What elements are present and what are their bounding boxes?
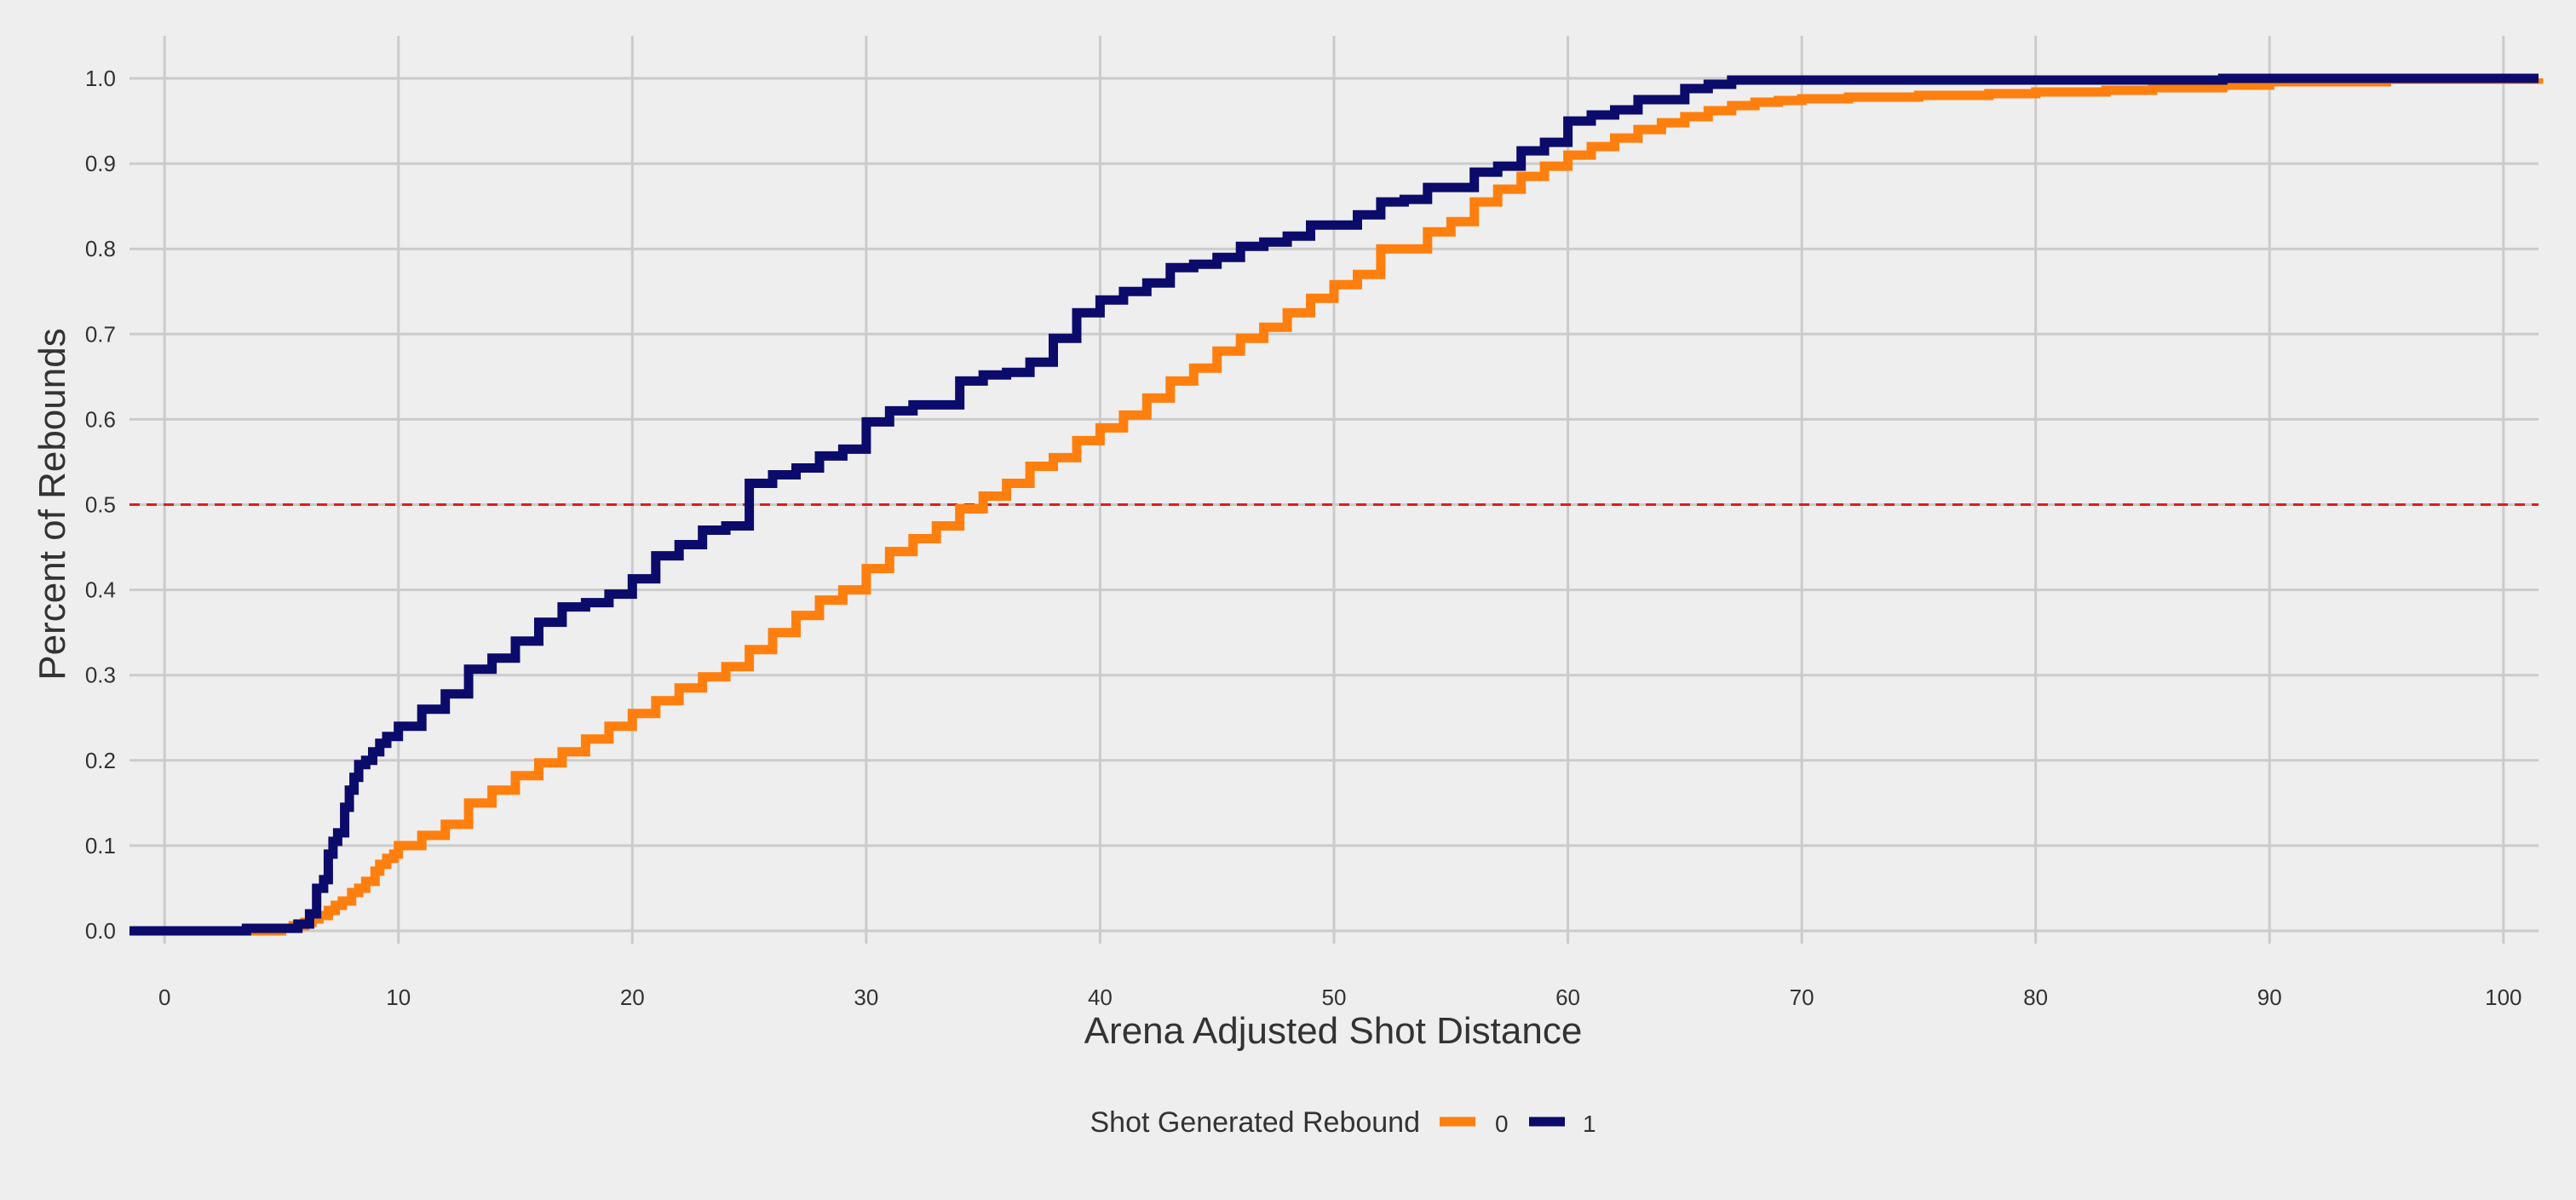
x-tick-label: 20 — [620, 985, 645, 1010]
x-tick-label: 90 — [2257, 985, 2282, 1010]
y-tick-label: 0.8 — [85, 236, 116, 261]
legend-title: Shot Generated Rebound — [1090, 1106, 1420, 1139]
y-tick-label: 0.1 — [85, 833, 116, 858]
x-tick-label: 30 — [854, 985, 878, 1010]
y-tick-label: 0.4 — [85, 577, 116, 603]
x-tick-label: 80 — [2023, 985, 2048, 1010]
x-tick-label: 100 — [2485, 985, 2521, 1010]
series-layer — [129, 73, 2544, 936]
grid-layer — [129, 36, 2539, 944]
y-tick-label: 0.6 — [85, 406, 116, 432]
y-tick-label: 1.0 — [85, 66, 116, 91]
y-axis-label: Percent of Rebounds — [32, 328, 73, 680]
y-tick-label: 0.9 — [85, 151, 116, 176]
x-tick-label: 50 — [1322, 985, 1347, 1010]
y-tick-label: 0.5 — [85, 492, 116, 518]
series-line-0 — [129, 74, 2544, 936]
y-tick-label: 0.2 — [85, 748, 116, 773]
x-tick-label: 0 — [158, 985, 170, 1010]
y-tick-label: 0.0 — [85, 918, 116, 944]
series-line-1 — [129, 73, 2539, 936]
legend-label-0: 0 — [1495, 1111, 1509, 1137]
x-tick-label: 10 — [386, 985, 411, 1010]
tick-label-layer: 0 10 20 30 40 50 60 70 80 90 100 0.0 0.1 0.2 0.3 0.4 0.5… — [85, 66, 2522, 1010]
x-tick-label: 40 — [1088, 985, 1113, 1010]
legend-label-1: 1 — [1583, 1111, 1596, 1137]
y-tick-label: 0.7 — [85, 321, 116, 347]
x-tick-label: 60 — [1555, 985, 1580, 1010]
legend: Shot Generated Rebound 0 1 — [1090, 1106, 1596, 1139]
y-tick-label: 0.3 — [85, 663, 116, 688]
x-tick-label: 70 — [1790, 985, 1814, 1010]
x-axis-label: Arena Adjusted Shot Distance — [1084, 1010, 1583, 1052]
